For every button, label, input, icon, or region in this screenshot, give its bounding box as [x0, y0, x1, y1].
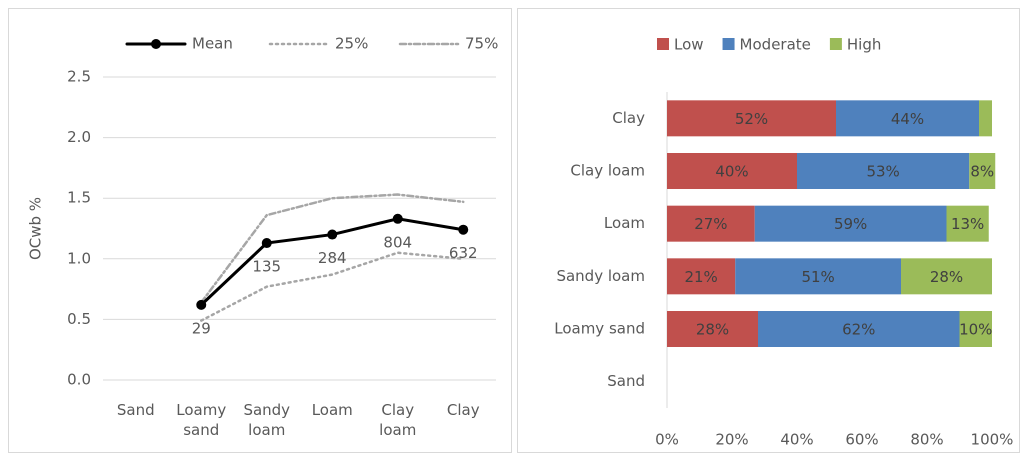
y-tick-label: 2.5	[67, 68, 91, 86]
x-tick-label: Clay	[446, 401, 480, 419]
bar-segment	[667, 311, 758, 347]
bar-segment	[667, 100, 836, 137]
count-label: 632	[449, 244, 478, 262]
legend-swatch	[829, 38, 842, 50]
bar-segment	[979, 100, 992, 137]
bar-segment	[797, 153, 970, 189]
marker	[458, 224, 469, 235]
x-tick-label: 80%	[910, 431, 943, 449]
y-tick-label: Clay loam	[570, 162, 645, 180]
right-panel	[517, 8, 1020, 453]
bar-segment	[969, 153, 996, 189]
y-tick-label: 1.0	[67, 249, 91, 267]
marker	[261, 238, 272, 249]
y-tick-label: 0.5	[67, 310, 91, 328]
value-label: 59%	[834, 215, 867, 233]
value-label: 21%	[684, 268, 717, 286]
value-label: 27%	[694, 215, 727, 233]
value-label: 51%	[801, 268, 834, 286]
bar-segment	[667, 205, 755, 242]
legend-label: 75%	[465, 35, 498, 53]
value-label: 13%	[951, 215, 984, 233]
x-tick-label: Sand	[116, 401, 155, 419]
value-label: 53%	[866, 163, 899, 181]
x-tick-label: Loam	[311, 401, 353, 419]
marker	[196, 299, 207, 310]
y-tick-label: Clay	[612, 109, 645, 127]
value-label: 10%	[959, 321, 992, 339]
y-tick-label: 0.0	[67, 371, 91, 389]
legend-swatch	[657, 38, 669, 50]
count-label: 804	[383, 233, 412, 251]
x-tick-label: Clay loam	[379, 401, 417, 439]
legend-label: Mean	[192, 35, 233, 53]
y-axis-label: OCwb %	[27, 197, 45, 260]
y-tick-label: Sand	[607, 372, 645, 390]
x-tick-label: 0%	[655, 431, 679, 449]
count-label: 284	[318, 249, 347, 267]
x-tick-label: 40%	[780, 431, 813, 449]
x-tick-label: Sandy loam	[243, 401, 291, 439]
value-label: 44%	[891, 110, 924, 128]
legend-label: Moderate	[740, 36, 811, 54]
y-tick-label: 2.0	[67, 128, 91, 146]
legend-marker	[151, 39, 161, 49]
bar-segment	[667, 153, 797, 189]
x-tick-label: 60%	[845, 431, 878, 449]
bar-segment	[836, 100, 979, 137]
y-tick-label: Sandy loam	[556, 267, 645, 285]
x-tick-label: Loamy sand	[176, 401, 227, 439]
bar-segment	[667, 258, 736, 295]
bar-segment	[735, 258, 901, 295]
count-label: 29	[192, 319, 211, 337]
y-tick-label: 1.5	[67, 189, 91, 207]
value-label: 28%	[930, 268, 963, 286]
count-label: 135	[252, 258, 281, 276]
legend-swatch	[722, 38, 735, 50]
y-tick-label: Loam	[604, 214, 645, 232]
series-line	[200, 193, 465, 304]
legend-label: 25%	[335, 35, 368, 53]
bar-segment	[758, 311, 960, 347]
value-label: 8%	[970, 163, 994, 181]
value-label: 40%	[715, 163, 748, 181]
series-line	[200, 251, 465, 322]
value-label: 52%	[735, 110, 768, 128]
bar-segment	[754, 205, 947, 242]
bar-segment	[946, 205, 989, 242]
left-panel	[8, 8, 512, 453]
marker	[392, 213, 403, 224]
marker	[327, 229, 338, 240]
x-tick-label: 20%	[715, 431, 748, 449]
value-label: 62%	[842, 321, 875, 339]
bar-segment	[901, 258, 992, 295]
x-tick-label: 100%	[971, 431, 1014, 449]
y-tick-label: Loamy sand	[554, 320, 645, 338]
legend-label: High	[847, 36, 881, 54]
legend-label: Low	[674, 36, 704, 54]
bar-segment	[959, 311, 992, 347]
value-label: 28%	[696, 321, 729, 339]
